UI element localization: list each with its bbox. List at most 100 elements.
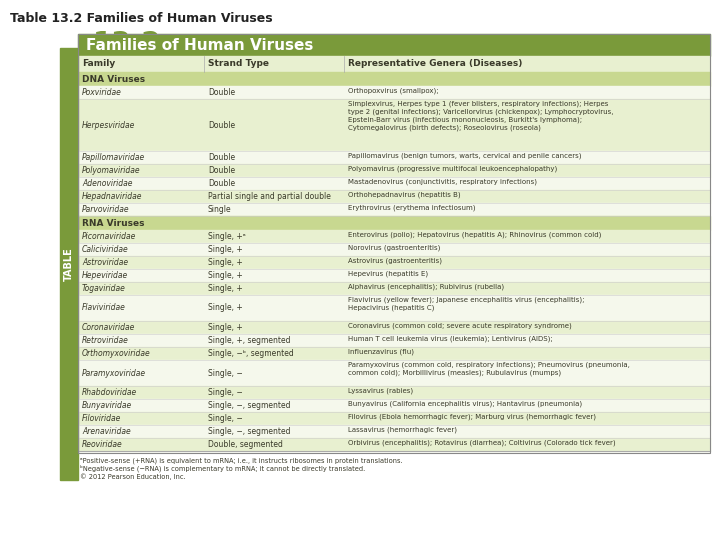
Text: Norovirus (gastroenteritis): Norovirus (gastroenteritis) [348, 245, 441, 251]
Text: Caliciviridae: Caliciviridae [82, 245, 129, 254]
Bar [78, 34, 710, 56]
Bar [78, 151, 710, 164]
Text: Bunyaviridae: Bunyaviridae [82, 401, 132, 410]
Text: Single, +ᵃ: Single, +ᵃ [208, 232, 246, 241]
Text: Papillomaviridae: Papillomaviridae [82, 153, 145, 162]
Text: ᵃPositive-sense (+RNA) is equivalent to mRNA; i.e., it instructs ribosomes in pr: ᵃPositive-sense (+RNA) is equivalent to … [80, 457, 402, 463]
Text: Single, −, segmented: Single, −, segmented [208, 401, 290, 410]
Text: Orbivirus (encephalitis); Rotavirus (diarrhea); Coltivirus (Colorado tick fever): Orbivirus (encephalitis); Rotavirus (dia… [348, 440, 616, 446]
Text: Erythrovirus (erythema infectiosum): Erythrovirus (erythema infectiosum) [348, 205, 475, 211]
Text: Paramyxoviridae: Paramyxoviridae [82, 368, 146, 377]
Bar [78, 347, 710, 360]
Text: Single, −: Single, − [208, 368, 243, 377]
Text: Influenzavirus (flu): Influenzavirus (flu) [348, 348, 414, 355]
Bar [78, 177, 710, 190]
Text: Human T cell leukemia virus (leukemia); Lentivirus (AIDS);: Human T cell leukemia virus (leukemia); … [348, 335, 553, 342]
Text: Polyomaviridae: Polyomaviridae [82, 166, 140, 175]
Text: Reoviridae: Reoviridae [82, 440, 122, 449]
Text: Families of Human Viruses: Families of Human Viruses [86, 37, 313, 52]
Text: Togaviridae: Togaviridae [82, 284, 126, 293]
Bar [78, 256, 710, 269]
Bar [78, 99, 710, 151]
Text: Arenaviridae: Arenaviridae [82, 427, 131, 436]
Text: Double, segmented: Double, segmented [208, 440, 283, 449]
Text: Hepeviridae: Hepeviridae [82, 271, 128, 280]
Text: Adenoviridae: Adenoviridae [82, 179, 132, 188]
Bar [78, 230, 710, 243]
Text: © 2012 Pearson Education, Inc.: © 2012 Pearson Education, Inc. [80, 473, 186, 480]
Text: Papillomavirus (benign tumors, warts, cervical and penile cancers): Papillomavirus (benign tumors, warts, ce… [348, 152, 582, 159]
Text: Single, +: Single, + [208, 284, 243, 293]
Text: Single, +: Single, + [208, 245, 243, 254]
Text: Double: Double [208, 88, 235, 97]
Bar [78, 203, 710, 216]
Text: TABLE: TABLE [64, 247, 74, 281]
Text: Hepevirus (hepatitis E): Hepevirus (hepatitis E) [348, 271, 428, 277]
Bar [78, 216, 710, 230]
Text: Single, −ᵇ, segmented: Single, −ᵇ, segmented [208, 349, 294, 358]
Text: Flavivirus (yellow fever); Japanese encephalitis virus (encephalitis);
Hepacivir: Flavivirus (yellow fever); Japanese ence… [348, 296, 585, 311]
Text: Flaviviridae: Flaviviridae [82, 303, 126, 313]
Bar [78, 295, 710, 321]
Text: Parvoviridae: Parvoviridae [82, 205, 130, 214]
Text: Bunyavirus (California encephalitis virus); Hantavirus (pneumonia): Bunyavirus (California encephalitis viru… [348, 401, 582, 407]
Text: Single, −: Single, − [208, 414, 243, 423]
Text: Filovirus (Ebola hemorrhagic fever); Marburg virus (hemorrhagic fever): Filovirus (Ebola hemorrhagic fever); Mar… [348, 414, 596, 420]
Text: Single: Single [208, 205, 232, 214]
Text: DNA Viruses: DNA Viruses [82, 75, 145, 84]
Text: Astroviridae: Astroviridae [82, 258, 128, 267]
Text: Double: Double [208, 166, 235, 175]
Text: Single, +, segmented: Single, +, segmented [208, 336, 290, 345]
Text: RNA Viruses: RNA Viruses [82, 219, 145, 227]
Bar [78, 438, 710, 451]
Bar [78, 321, 710, 334]
Bar [78, 190, 710, 203]
Text: Table 13.2 Families of Human Viruses: Table 13.2 Families of Human Viruses [10, 12, 273, 25]
Bar [78, 412, 710, 425]
Bar [78, 56, 710, 72]
Text: Herpesviridae: Herpesviridae [82, 120, 135, 130]
Text: Partial single and partial double: Partial single and partial double [208, 192, 331, 201]
Bar [78, 386, 710, 399]
Text: Astrovirus (gastroenteritis): Astrovirus (gastroenteritis) [348, 258, 442, 264]
Text: Poxviridae: Poxviridae [82, 88, 122, 97]
Bar [78, 425, 710, 438]
Text: Rhabdoviridae: Rhabdoviridae [82, 388, 138, 397]
Text: Coronavirus (common cold; severe acute respiratory syndrome): Coronavirus (common cold; severe acute r… [348, 322, 572, 329]
Text: Paramyxovirus (common cold, respiratory infections); Pneumovirus (pneumonia,
com: Paramyxovirus (common cold, respiratory … [348, 361, 630, 376]
Text: Orthomyxoviridae: Orthomyxoviridae [82, 349, 150, 358]
Bar [78, 360, 710, 386]
Bar [78, 334, 710, 347]
Text: 13.2: 13.2 [93, 30, 161, 58]
Text: Orthopoxvirus (smallpox);: Orthopoxvirus (smallpox); [348, 87, 438, 94]
Text: Picornaviridae: Picornaviridae [82, 232, 136, 241]
Text: Polyomavirus (progressive multifocal leukoencephalopathy): Polyomavirus (progressive multifocal leu… [348, 165, 557, 172]
Bar [78, 243, 710, 256]
Text: Family: Family [82, 59, 115, 69]
Text: Lyssavirus (rabies): Lyssavirus (rabies) [348, 388, 413, 394]
Text: Strand Type: Strand Type [208, 59, 269, 69]
Text: ᵇNegative-sense (−RNA) is complementary to mRNA; it cannot be directly translate: ᵇNegative-sense (−RNA) is complementary … [80, 465, 365, 472]
Text: Filoviridae: Filoviridae [82, 414, 122, 423]
Text: Double: Double [208, 153, 235, 162]
Text: Coronaviridae: Coronaviridae [82, 323, 135, 332]
Text: Single, −: Single, − [208, 388, 243, 397]
Text: Mastadenovirus (conjunctivitis, respiratory infections): Mastadenovirus (conjunctivitis, respirat… [348, 179, 537, 185]
Text: Orthohepadnavirus (hepatitis B): Orthohepadnavirus (hepatitis B) [348, 192, 461, 198]
Text: Retroviridae: Retroviridae [82, 336, 129, 345]
Text: Alphavirus (encephalitis); Rubivirus (rubella): Alphavirus (encephalitis); Rubivirus (ru… [348, 284, 504, 290]
Text: Single, +: Single, + [208, 303, 243, 313]
Text: Double: Double [208, 179, 235, 188]
Bar [78, 72, 710, 86]
Text: Enterovirus (polio); Hepatovirus (hepatitis A); Rhinovirus (common cold): Enterovirus (polio); Hepatovirus (hepati… [348, 232, 601, 238]
Text: Single, −, segmented: Single, −, segmented [208, 427, 290, 436]
Text: Double: Double [208, 120, 235, 130]
Text: Hepadnaviridae: Hepadnaviridae [82, 192, 143, 201]
Text: Single, +: Single, + [208, 271, 243, 280]
Bar [78, 86, 710, 99]
Bar [78, 269, 710, 282]
Text: Simplexvirus, Herpes type 1 (fever blisters, respiratory infections); Herpes
typ: Simplexvirus, Herpes type 1 (fever blist… [348, 100, 613, 131]
Text: Single, +: Single, + [208, 323, 243, 332]
Bar [60, 48, 78, 480]
Bar [78, 282, 710, 295]
